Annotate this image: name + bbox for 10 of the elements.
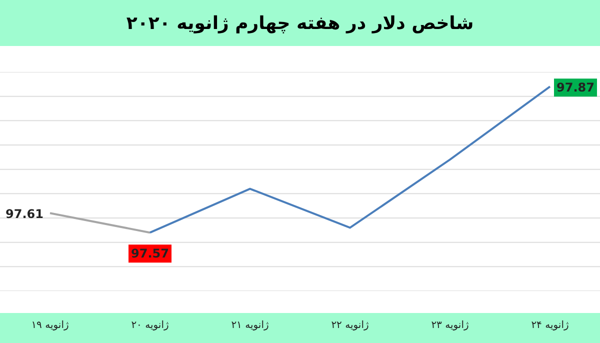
chart-title: شاخص دلار در هفته چهارم ژانویه ۲۰۲۰ xyxy=(0,0,600,46)
x-tick-label: ۱۹ ژانویه xyxy=(31,320,69,332)
x-tick-label: ۲۰ ژانویه xyxy=(131,320,169,332)
data-label: 97.57 xyxy=(131,246,169,261)
x-tick-label: ۲۴ ژانویه xyxy=(531,320,569,332)
data-label: 97.87 xyxy=(556,80,594,95)
x-tick-label: ۲۱ ژانویه xyxy=(231,320,269,332)
x-tick-label: ۲۲ ژانویه xyxy=(331,320,369,332)
data-label: 97.61 xyxy=(6,207,44,222)
x-tick-label: ۲۳ ژانویه xyxy=(431,320,469,332)
